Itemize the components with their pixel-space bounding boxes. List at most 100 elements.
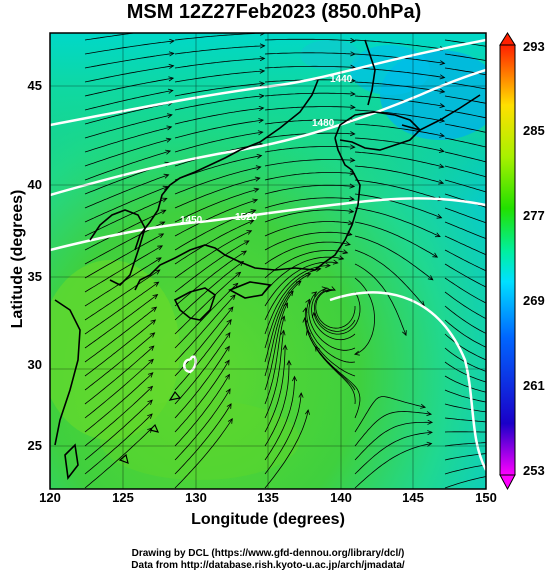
streamline: [444, 305, 486, 334]
colorbar-tick-label: 285: [523, 123, 545, 138]
streamline: [174, 388, 231, 461]
streamline-arrow: [167, 88, 174, 94]
streamline-arrow: [529, 414, 534, 418]
streamline: [354, 151, 444, 168]
streamline-arrow: [529, 95, 534, 99]
streamline-arrow: [280, 329, 286, 336]
streamline: [174, 283, 238, 349]
streamline-arrow: [439, 88, 446, 94]
streamline-arrow: [226, 318, 232, 325]
streamline: [308, 291, 356, 351]
streamline: [444, 291, 486, 320]
streamline-arrow: [147, 385, 154, 392]
streamline: [174, 346, 230, 419]
streamline-arrow: [166, 125, 173, 131]
streamline-arrow: [168, 76, 175, 82]
streamline-arrow: [255, 165, 262, 171]
streamline: [174, 374, 230, 447]
streamline: [444, 403, 486, 413]
contour-label: 1450: [180, 215, 203, 226]
streamline: [264, 92, 355, 97]
streamline: [444, 375, 486, 393]
streamline: [84, 281, 159, 335]
streamline-arrow: [525, 234, 530, 238]
colorbar-bottom-arrow: [499, 474, 516, 491]
streamline-arrow: [305, 298, 310, 305]
streamline-arrow: [528, 170, 533, 174]
streamline-arrow: [258, 118, 264, 124]
streamline-arrow: [520, 316, 525, 320]
streamline: [264, 184, 355, 195]
streamline: [264, 231, 352, 251]
streamline: [354, 109, 445, 122]
streamline-arrow: [248, 219, 255, 225]
streamline: [264, 265, 331, 321]
streamline-arrow: [523, 268, 528, 272]
streamline: [84, 65, 174, 83]
streamline: [174, 332, 231, 405]
streamline-arrow: [439, 74, 446, 80]
streamline: [174, 360, 230, 433]
streamline: [174, 199, 258, 237]
streamline-arrow: [224, 359, 230, 366]
streamline-arrow: [529, 110, 534, 114]
streamline-arrow: [325, 262, 331, 268]
streamline-arrow: [349, 157, 356, 163]
streamline-arrow: [147, 399, 153, 406]
cold-pocket-hokkaido: [350, 45, 430, 95]
streamline: [84, 53, 174, 69]
streamline-arrow: [257, 130, 264, 136]
streamline-arrow: [439, 132, 445, 138]
streamline-arrow: [243, 240, 250, 246]
streamline: [354, 39, 445, 50]
colorbar-top-arrow: [499, 32, 516, 46]
warm-pocket-southwest: [50, 260, 180, 440]
streamline: [84, 306, 157, 363]
streamline: [264, 345, 286, 433]
streamline: [535, 320, 548, 337]
streamline: [444, 361, 486, 383]
streamline: [84, 345, 155, 405]
streamline-arrow: [228, 306, 234, 313]
streamline: [315, 290, 356, 329]
streamline: [535, 152, 548, 171]
streamline-arrow: [292, 375, 298, 382]
streamline: [174, 220, 254, 265]
streamline-arrow: [438, 147, 445, 153]
streamline: [264, 146, 355, 153]
streamline: [174, 131, 263, 153]
streamline-arrow: [232, 282, 239, 289]
streamline-arrow: [345, 241, 351, 246]
streamline: [84, 90, 173, 111]
streamline-arrow: [528, 140, 533, 144]
x-tick-label: 120: [39, 490, 61, 505]
contour-label: 1480: [312, 118, 335, 129]
colorbar-tick-label: 253: [523, 463, 545, 478]
streamline-arrow: [350, 38, 356, 44]
streamline: [84, 399, 153, 461]
streamline: [264, 241, 351, 265]
plot-frame: [49, 32, 487, 490]
streamline: [535, 180, 548, 200]
streamline-arrow: [330, 286, 336, 291]
streamline: [535, 82, 548, 99]
streamline: [444, 389, 486, 403]
x-tick-label: 140: [330, 490, 352, 505]
streamline: [264, 261, 338, 307]
streamline-arrow: [225, 388, 231, 395]
streamline-arrow: [157, 245, 164, 251]
streamline-arrow: [282, 344, 288, 351]
warm-pocket-south: [100, 400, 300, 480]
streamline: [264, 250, 348, 279]
streamline-arrow: [519, 358, 524, 362]
y-axis-label: Latitude (degrees): [9, 189, 26, 329]
streamline: [264, 209, 354, 223]
streamline: [444, 193, 486, 208]
streamline-arrow: [438, 163, 445, 169]
streamline: [535, 166, 548, 185]
streamline-arrow: [259, 68, 266, 74]
streamline: [264, 106, 355, 111]
streamline-arrow: [526, 398, 531, 402]
streamline-arrow: [150, 319, 157, 325]
